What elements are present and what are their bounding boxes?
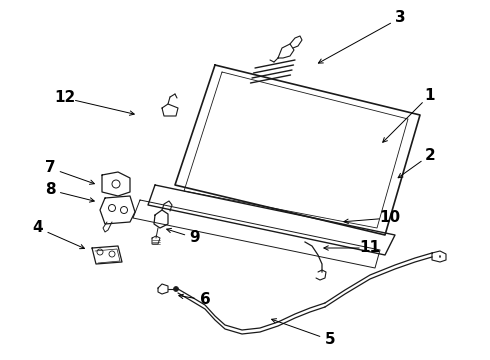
- Text: 1: 1: [425, 87, 435, 103]
- Text: 4: 4: [33, 220, 43, 235]
- Text: 6: 6: [199, 292, 210, 307]
- Text: 11: 11: [360, 240, 381, 256]
- Text: 8: 8: [45, 183, 55, 198]
- Text: 7: 7: [45, 161, 55, 175]
- Text: 2: 2: [425, 148, 436, 162]
- Text: 5: 5: [325, 333, 335, 347]
- Text: 12: 12: [54, 90, 75, 105]
- Text: 10: 10: [379, 211, 400, 225]
- Text: 9: 9: [190, 230, 200, 246]
- Text: 3: 3: [394, 10, 405, 26]
- Circle shape: [173, 287, 178, 292]
